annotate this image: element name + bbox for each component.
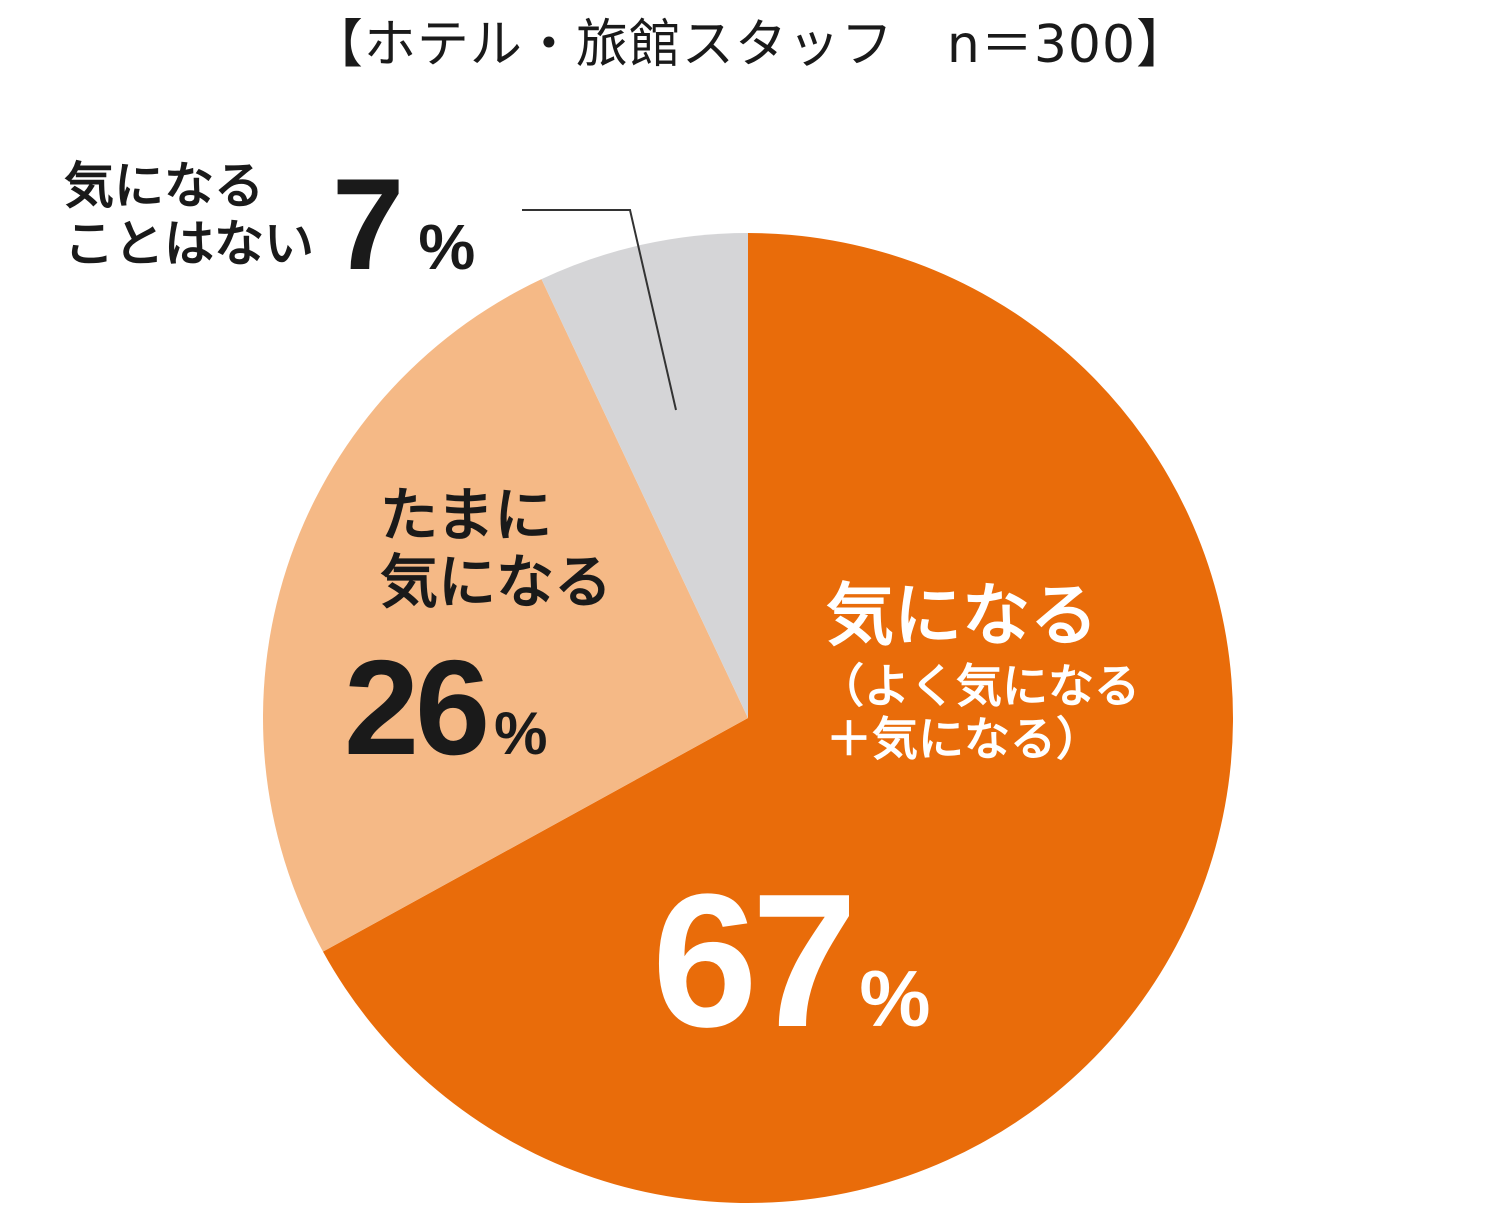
slice-1-value: 26%	[344, 630, 548, 785]
pie-slice-1	[263, 279, 748, 952]
slice-0-sublabel-2: ＋気になる）	[826, 712, 1102, 767]
slice-2-label-2: ことはない	[64, 214, 314, 273]
leader-line	[522, 209, 677, 411]
slice-1-label-2: 気になる	[380, 547, 613, 616]
slice-2-value: 7%	[332, 150, 475, 300]
slice-label-tamani: たまに 気になる	[380, 482, 612, 615]
slice-0-label: 気になる	[826, 577, 1099, 656]
pie-slice-2	[541, 233, 748, 718]
slice-label-kininaranai: 気になる ことはない	[64, 157, 314, 273]
slice-2-label-1: 気になる	[64, 157, 264, 215]
slice-0-value: 67%	[652, 852, 930, 1071]
slice-0-value-number: 67	[652, 855, 857, 1067]
pie-slice-0	[322, 233, 1233, 1203]
chart-title: 【ホテル・旅館スタッフ n＝300】	[310, 15, 1190, 75]
slice-0-sublabel-1: （よく気になる	[818, 659, 1140, 714]
slice-0-value-unit: %	[859, 954, 931, 1043]
slice-1-value-number: 26	[344, 632, 490, 783]
slice-2-value-unit: %	[418, 211, 476, 283]
slice-1-label-1: たまに	[380, 481, 553, 549]
slice-1-value-unit: %	[494, 700, 548, 767]
slice-2-value-number: 7	[332, 151, 405, 297]
slice-label-kininaru: 気になる （よく気になる ＋気になる）	[818, 577, 1140, 767]
